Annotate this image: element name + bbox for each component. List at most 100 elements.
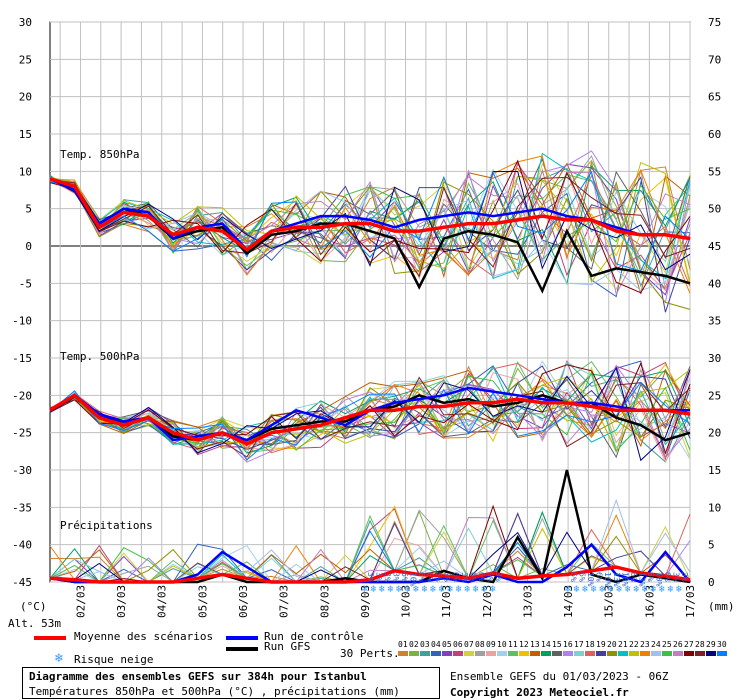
date-label: 09/03 xyxy=(359,585,372,618)
snow-risk-icon: ❄ xyxy=(667,584,674,595)
left-tick-label: 30 xyxy=(19,16,32,29)
snow-risk-label: 6% xyxy=(477,572,486,582)
snow-risk-label: 10% xyxy=(620,572,629,587)
snow-risk-label: 3% xyxy=(671,572,680,582)
right-tick-label: 40 xyxy=(708,277,721,290)
pert-legend-label: 13 xyxy=(530,640,540,649)
snow-risk-label: 6% xyxy=(578,572,587,582)
date-label: 14/03 xyxy=(562,585,575,618)
pert-t500-line xyxy=(49,361,691,454)
snow-risk-icon: ❄ xyxy=(473,584,480,595)
pert-legend-label: 03 xyxy=(420,640,430,649)
pert-t850-line xyxy=(49,178,691,292)
pert-legend-swatch xyxy=(651,651,661,656)
snow-risk-label: 6% xyxy=(646,572,655,582)
date-label: 07/03 xyxy=(278,585,291,618)
left-tick-label: -45 xyxy=(12,576,32,589)
right-tick-label: 25 xyxy=(708,389,721,402)
date-label: 05/03 xyxy=(196,585,209,618)
title-box: Diagramme des ensembles GEFS sur 384h po… xyxy=(22,667,440,699)
snow-risk-icon: ❄ xyxy=(405,584,412,595)
left-tick-label: -25 xyxy=(12,427,32,440)
left-tick-label: 20 xyxy=(19,91,32,104)
pert-t850-line xyxy=(49,171,691,296)
pert-legend-label: 25 xyxy=(662,640,672,649)
right-axis-unit: (mm) xyxy=(708,600,735,613)
altitude-label: Alt. 53m xyxy=(8,617,61,630)
pert-legend-label: 16 xyxy=(563,640,573,649)
right-tick-label: 75 xyxy=(708,16,721,29)
pert-legend-label: 24 xyxy=(651,640,661,649)
right-tick-label: 70 xyxy=(708,53,721,66)
pert-legend-label: 05 xyxy=(442,640,452,649)
date-label: 11/03 xyxy=(440,585,453,618)
snow-risk-icon: ❄ xyxy=(676,584,683,595)
snow-risk-label: 6% xyxy=(569,572,578,582)
snow-risk-icon: ❄ xyxy=(413,584,420,595)
date-label: 13/03 xyxy=(521,585,534,618)
pert-legend-swatch xyxy=(431,651,441,656)
left-tick-label: 0 xyxy=(25,240,32,253)
pert-t500-line xyxy=(49,377,691,449)
right-tick-label: 55 xyxy=(708,165,721,178)
pert-legend-swatch xyxy=(706,651,716,656)
pert-legend-label: 07 xyxy=(464,640,474,649)
pert-legend-swatch xyxy=(684,651,694,656)
pert-t500-line xyxy=(49,361,691,455)
snow-risk-icon: ❄ xyxy=(370,584,377,595)
pert-legend-label: 21 xyxy=(618,640,628,649)
pert-legend-label: 14 xyxy=(541,640,551,649)
pert-t850-line xyxy=(49,170,691,271)
pert-legend-swatch xyxy=(464,651,474,656)
chart-subtitle: Températures 850hPa et 500hPa (°C) , pré… xyxy=(29,685,400,698)
pert-legend-label: 27 xyxy=(684,640,694,649)
snow-risk-icon: ❄ xyxy=(464,584,471,595)
left-tick-label: -10 xyxy=(12,315,32,328)
snow-risk-label: 3% xyxy=(366,572,375,582)
pert-legend-label: 10 xyxy=(497,640,507,649)
left-tick-label: 25 xyxy=(19,53,32,66)
pert-legend-label: 12 xyxy=(519,640,529,649)
snow-risk-icon: ❄ xyxy=(447,584,454,595)
date-label: 17/03 xyxy=(684,585,697,618)
snow-risk-label: 6% xyxy=(663,572,672,582)
snow-risk-label: 3% xyxy=(680,572,689,582)
pert-legend-swatch xyxy=(508,651,518,656)
date-label: 03/03 xyxy=(115,585,128,618)
snow-risk-icon: ❄ xyxy=(481,584,488,595)
series-t500-line xyxy=(49,393,691,446)
pert-legend-label: 28 xyxy=(695,640,705,649)
snow-risk-icon: ❄ xyxy=(379,584,386,595)
snow-risk-label: 3% xyxy=(374,572,383,582)
panel-label-t850: Temp. 850hPa xyxy=(60,148,139,161)
snow-risk-label: 3% xyxy=(494,572,503,582)
pert-legend-swatch xyxy=(409,651,419,656)
mean-legend-label: Moyenne des scénarios xyxy=(74,630,214,643)
pert-legend-swatch xyxy=(563,651,573,656)
snow-risk-label: 6% xyxy=(468,572,477,582)
pert-legend-swatch xyxy=(607,651,617,656)
snow-risk-icon: ❄ xyxy=(422,584,429,595)
date-label: 12/03 xyxy=(481,585,494,618)
left-tick-label: -20 xyxy=(12,389,32,402)
pert-legend-label: 01 xyxy=(398,640,408,649)
snow-risk-label: 6% xyxy=(451,572,460,582)
grid xyxy=(49,21,691,583)
pert-legend-swatch xyxy=(420,651,430,656)
snow-risk-label: 6% xyxy=(400,572,409,582)
series-precip-line xyxy=(49,565,691,584)
snow-risk-label: 6% xyxy=(629,572,638,582)
pert-t850-line xyxy=(49,178,691,261)
right-tick-label: 35 xyxy=(708,315,721,328)
pert-legend-swatch xyxy=(519,651,529,656)
snow-risk-icon: ❄ xyxy=(388,584,395,595)
snow-risk-label: 13% xyxy=(637,572,646,587)
mean-legend-swatch xyxy=(34,636,66,640)
pert-legend-swatch xyxy=(475,651,485,656)
snow-risk-label: 3% xyxy=(383,572,392,582)
pert-legend-swatch xyxy=(585,651,595,656)
snow-risk-icon: ❄ xyxy=(642,584,649,595)
pert-legend-swatch xyxy=(530,651,540,656)
pert-legend-swatch xyxy=(662,651,672,656)
